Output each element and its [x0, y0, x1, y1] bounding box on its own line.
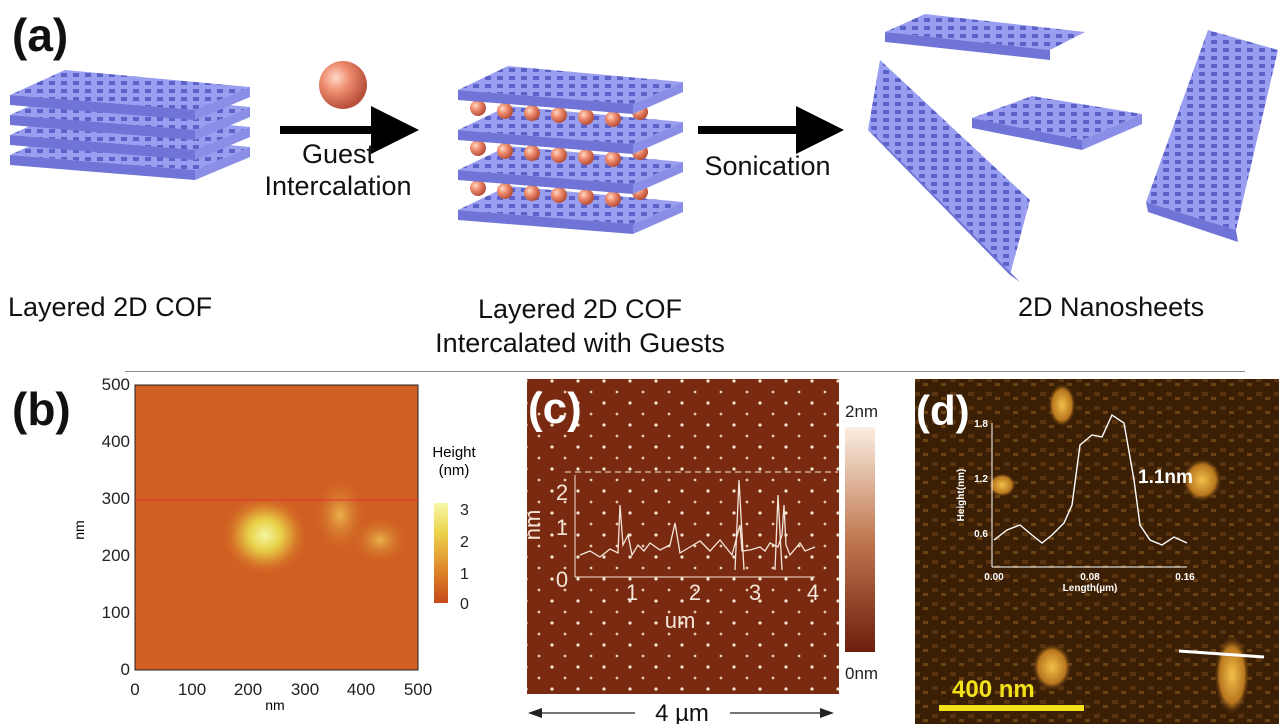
- colorbar-c-bottom: 0nm: [845, 664, 878, 683]
- x-tick-b: 100: [178, 680, 206, 699]
- afm-image-c: [527, 379, 839, 694]
- panel-b-label: (b): [12, 383, 71, 435]
- colorbar-b: [434, 503, 448, 603]
- panel-a-label: (a): [12, 9, 69, 61]
- profile-inset-c: [574, 475, 816, 578]
- y-tick-b: 400: [102, 432, 130, 451]
- inset-d-y-ticks: 1.8 1.2 0.6: [974, 419, 988, 540]
- colorbar-tick-b: 2: [460, 534, 469, 551]
- panel-d-label: (d): [916, 387, 970, 434]
- colorbar-title-b-1: Height: [432, 444, 476, 461]
- panel-a-schematic: [10, 14, 1278, 282]
- panel-c-afm-map: (c) 2 1 0 nm 1 2 3 4 um 2nm 0nm 4 µm: [520, 379, 878, 724]
- colorbar-tick-b: 3: [460, 502, 469, 519]
- y-tick-b: 200: [102, 546, 130, 565]
- caption-intercalated: Layered 2D COF Intercalated with Guests: [405, 292, 755, 360]
- inset-c-x-tick: 2: [689, 580, 701, 605]
- inset-d-x-ticks: 0.00 0.08 0.16: [984, 572, 1195, 583]
- scale-c: 4 µm: [655, 700, 709, 724]
- caption-layered-cof: Layered 2D COF: [8, 292, 213, 322]
- x-axis-label-b: nm: [265, 697, 284, 713]
- caption-intercalated-line1: Layered 2D COF: [477, 294, 683, 324]
- x-tick-b: 200: [234, 680, 262, 699]
- x-tick-b: 300: [291, 680, 319, 699]
- step-guest-line1: Guest: [301, 139, 375, 169]
- inset-c-y-tick: 0: [556, 567, 568, 592]
- inset-d-y-tick: 1.2: [974, 474, 988, 485]
- x-tick-b: 500: [404, 680, 432, 699]
- divider: [125, 371, 1245, 372]
- inset-d-x-tick: 0.16: [1175, 572, 1195, 583]
- step-guest-line2: Intercalation: [264, 171, 412, 201]
- panel-d-afm-map: (d) Height(nm) 1.8 1.2 0.6 0.00 0.08 0.1…: [915, 379, 1279, 724]
- inset-c-y-tick: 2: [556, 480, 568, 505]
- x-tick-b: 0: [130, 680, 139, 699]
- layered-cof-stack: [10, 70, 250, 180]
- profile-line-d: [1178, 649, 1265, 659]
- colorbar-tick-b: 1: [460, 566, 469, 583]
- colorbar-ticks-b: 3 2 1 0: [460, 502, 469, 613]
- intercalated-stack: [458, 66, 683, 234]
- inset-c-y-ticks: 2 1 0: [556, 480, 568, 592]
- y-tick-b: 500: [102, 375, 130, 394]
- inset-c-x-label: um: [665, 608, 696, 633]
- inset-c-x-tick: 3: [749, 580, 761, 605]
- y-tick-b: 0: [121, 660, 130, 679]
- caption-intercalated-line2: Intercalated with Guests: [435, 328, 725, 358]
- inset-d-y-tick: 1.8: [974, 419, 988, 430]
- inset-d-y-label: Height(nm): [956, 469, 967, 522]
- inset-c-x-tick: 4: [807, 580, 819, 605]
- y-axis-label-b: nm: [71, 520, 87, 539]
- step-sonication: Sonication: [704, 151, 831, 181]
- caption-nanosheets: 2D Nanosheets: [1018, 292, 1205, 322]
- y-axis-b: 0 100 200 300 400 500: [102, 375, 130, 679]
- colorbar-c: [845, 427, 875, 652]
- scale-bar-label-d: 400 nm: [952, 676, 1035, 703]
- panel-b-afm-map: 0 100 200 300 400 500 nm 0 100 200 300 4…: [71, 375, 477, 713]
- step-guest-intercalation: Guest Intercalation: [248, 138, 428, 202]
- y-tick-b: 100: [102, 603, 130, 622]
- panel-c-label: (c): [528, 384, 582, 433]
- scale-bar-d: [939, 705, 1084, 711]
- profile-inset-d: [991, 413, 1188, 568]
- height-annotation-d: 1.1nm: [1138, 467, 1193, 488]
- inset-c-x-ticks: 1 2 3 4: [626, 580, 819, 605]
- nanosheets: [868, 14, 1278, 282]
- inset-d-x-tick: 0.00: [984, 572, 1004, 583]
- colorbar-tick-b: 0: [460, 596, 469, 613]
- colorbar-c-top: 2nm: [845, 402, 878, 421]
- inset-c-y-tick: 1: [556, 515, 568, 540]
- colorbar-title-b-2: (nm): [439, 462, 470, 479]
- inset-d-x-tick: 0.08: [1080, 572, 1100, 583]
- inset-c-y-label: nm: [520, 510, 545, 541]
- inset-d-y-tick: 0.6: [974, 529, 988, 540]
- guest-molecule: [319, 61, 367, 109]
- x-axis-b: 0 100 200 300 400 500: [130, 680, 432, 699]
- x-tick-b: 400: [347, 680, 375, 699]
- inset-d-x-label: Length(µm): [1063, 583, 1118, 594]
- inset-c-x-tick: 1: [626, 580, 638, 605]
- y-tick-b: 300: [102, 489, 130, 508]
